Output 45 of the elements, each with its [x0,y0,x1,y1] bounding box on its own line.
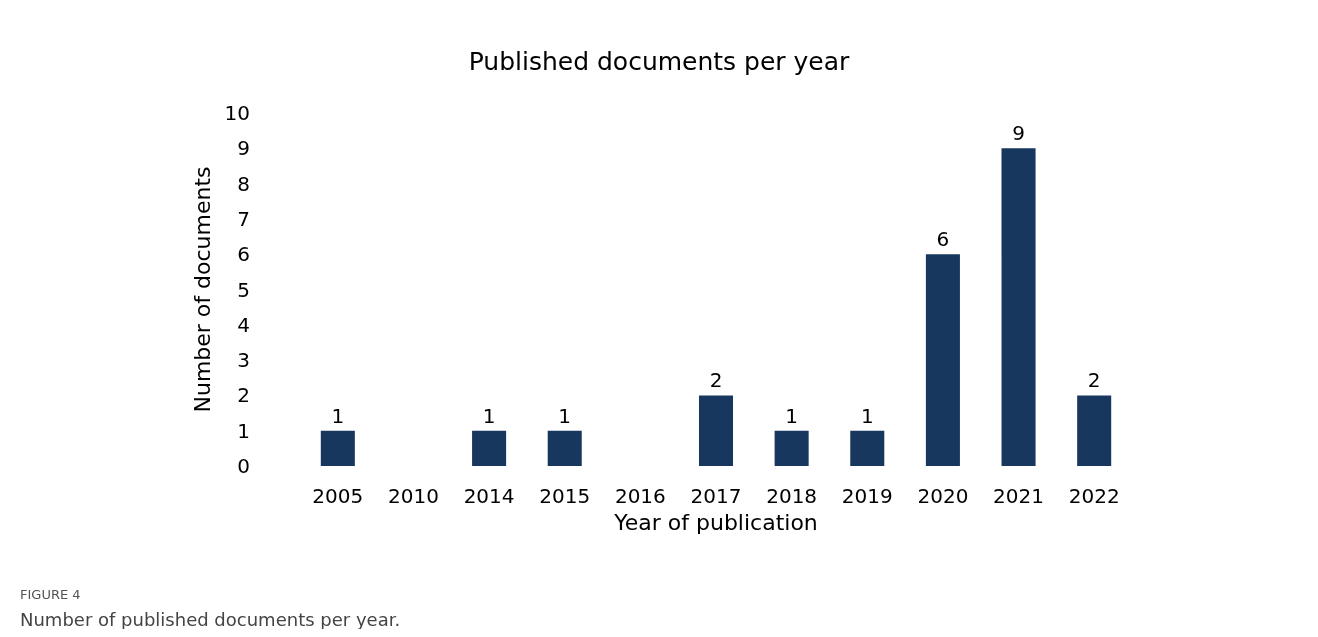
bar [472,430,507,466]
data-label: 1 [331,403,345,428]
bar [320,430,355,466]
y-tick-label: 4 [237,312,250,337]
x-tick-label: 2021 [993,484,1044,508]
bar [547,430,582,466]
y-tick-label: 5 [237,277,250,302]
bar [925,254,960,466]
x-axis-title: Year of publication [613,509,818,535]
x-tick-label: 2017 [690,484,742,508]
x-tick-label: 2005 [312,484,364,508]
text: Number of published documents per year. [20,608,401,630]
x-tick-label: 2018 [766,484,818,508]
y-axis-title: Number of documents [190,166,216,413]
y-tick-label: 8 [237,171,250,196]
caption: FIGURE 4 [20,587,81,602]
bar [1077,395,1112,466]
data-label: 9 [1012,121,1025,146]
bar [850,430,885,466]
y-tick-label: 6 [237,242,250,267]
data-label: 1 [482,403,496,428]
x-tick-label: 2014 [463,484,515,508]
x-tick-label: 2020 [917,484,969,508]
y-tick-label: 9 [237,136,250,161]
data-label: 1 [785,403,798,428]
y-tick-label: 3 [237,348,250,373]
chart-title: Published documents per year [468,47,851,76]
data-label: 6 [936,227,950,252]
x-tick-label: 2022 [1068,484,1120,508]
y-tick-label: 7 [237,206,250,231]
data-label: 1 [558,403,572,428]
y-tick-label: 10 [224,101,250,125]
data-label: 1 [860,403,874,428]
bar [1001,148,1036,466]
y-tick-label: 1 [237,418,250,443]
x-tick-label: 2019 [841,484,893,508]
bar [774,430,809,466]
x-tick-label: 2010 [388,484,439,508]
y-tick-label: 2 [237,383,250,408]
data-label: 2 [709,368,723,393]
x-tick-label: 2015 [539,484,591,508]
x-tick-label: 2016 [614,484,666,508]
y-tick-label: 0 [237,454,250,478]
bar [698,395,734,466]
data-label: 2 [1087,368,1101,393]
